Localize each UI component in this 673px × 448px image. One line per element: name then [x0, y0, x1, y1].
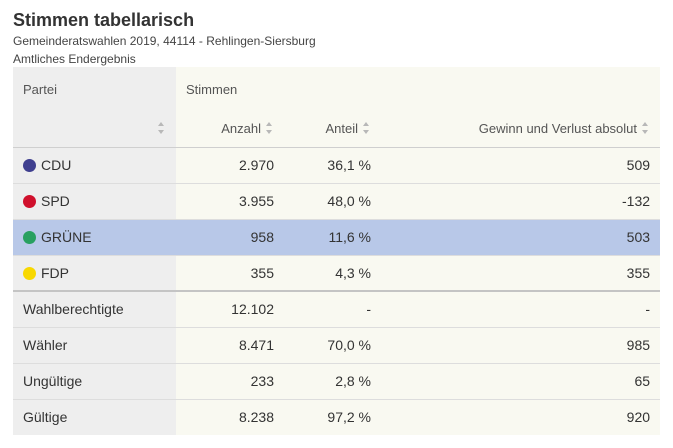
table-row-spd[interactable]: SPD 3.955 48,0 % -132 [13, 182, 661, 219]
cell-gewinn: 920 [381, 398, 661, 435]
party-color-dot-icon [23, 266, 36, 280]
sort-icon [641, 122, 650, 135]
cell-anteil: 97,2 % [284, 398, 381, 435]
column-header-gewinn: Gewinn und Verlust absolut [478, 121, 638, 137]
cell-anteil: 48,0 % [284, 182, 381, 219]
column-header-anteil: Anteil [325, 121, 358, 137]
cell-anteil: - [284, 290, 381, 327]
cell-anzahl: 355 [176, 254, 284, 291]
table-row-fdp[interactable]: FDP 355 4,3 % 355 [13, 254, 661, 291]
party-name: SPD [41, 193, 70, 209]
cell-anzahl: 2.970 [176, 146, 284, 183]
table-row-cdu[interactable]: CDU 2.970 36,1 % 509 [13, 146, 661, 183]
party-name: GRÜNE [41, 229, 92, 245]
cell-gewinn: 509 [381, 146, 661, 183]
summary-label: Gültige [13, 398, 176, 435]
party-color-dot-icon [23, 231, 36, 244]
election-subtitle: Gemeinderatswahlen 2019, 44114 - Rehling… [13, 34, 316, 48]
cell-gewinn: -132 [381, 182, 661, 219]
cell-gewinn: 355 [381, 254, 661, 291]
sort-partei-button[interactable] [13, 111, 176, 147]
cell-gewinn: 503 [381, 218, 661, 255]
cell-anzahl: 12.102 [176, 290, 284, 327]
cell-anzahl: 3.955 [176, 182, 284, 219]
sort-icon [157, 122, 166, 135]
table-row-wahlberechtigte: Wahlberechtigte 12.102 - - [13, 290, 661, 327]
cell-anteil: 2,8 % [284, 362, 381, 399]
table-row-waehler: Wähler 8.471 70,0 % 985 [13, 326, 661, 363]
summary-label: Ungültige [13, 362, 176, 399]
summary-label: Wahlberechtigte [13, 290, 176, 327]
cell-anzahl: 958 [176, 218, 284, 255]
sort-gewinn-button[interactable]: Gewinn und Verlust absolut [381, 111, 661, 147]
column-header-anzahl: Anzahl [221, 121, 261, 137]
cell-anteil: 11,6 % [284, 218, 381, 255]
party-name: FDP [41, 264, 69, 281]
party-color-dot-icon [23, 159, 36, 172]
table-row-ungueltige: Ungültige 233 2,8 % 65 [13, 362, 661, 399]
result-status: Amtliches Endergebnis [13, 52, 136, 66]
cell-anteil: 36,1 % [284, 146, 381, 183]
table-row-gueltige: Gültige 8.238 97,2 % 920 [13, 398, 661, 435]
cell-gewinn: 985 [381, 326, 661, 363]
sort-anzahl-button[interactable]: Anzahl [176, 111, 284, 147]
table-row-gruene[interactable]: GRÜNE 958 11,6 % 503 [13, 218, 661, 255]
sort-icon [362, 122, 371, 135]
sort-icon [265, 122, 274, 135]
cell-gewinn: - [381, 290, 661, 327]
party-color-dot-icon [23, 195, 36, 208]
cell-anzahl: 8.238 [176, 398, 284, 435]
cell-anzahl: 233 [176, 362, 284, 399]
header-stimmen: Stimmen [176, 67, 661, 111]
cell-anteil: 4,3 % [284, 254, 381, 291]
cell-gewinn: 65 [381, 362, 661, 399]
page-title: Stimmen tabellarisch [13, 10, 195, 30]
header-partei: Partei [13, 67, 176, 111]
results-table: Partei Stimmen Anzahl Anteil Gewinn und … [13, 67, 661, 435]
summary-label: Wähler [13, 326, 176, 363]
sort-anteil-button[interactable]: Anteil [284, 111, 381, 147]
cell-anteil: 70,0 % [284, 326, 381, 363]
cell-anzahl: 8.471 [176, 326, 284, 363]
party-name: CDU [41, 157, 72, 173]
